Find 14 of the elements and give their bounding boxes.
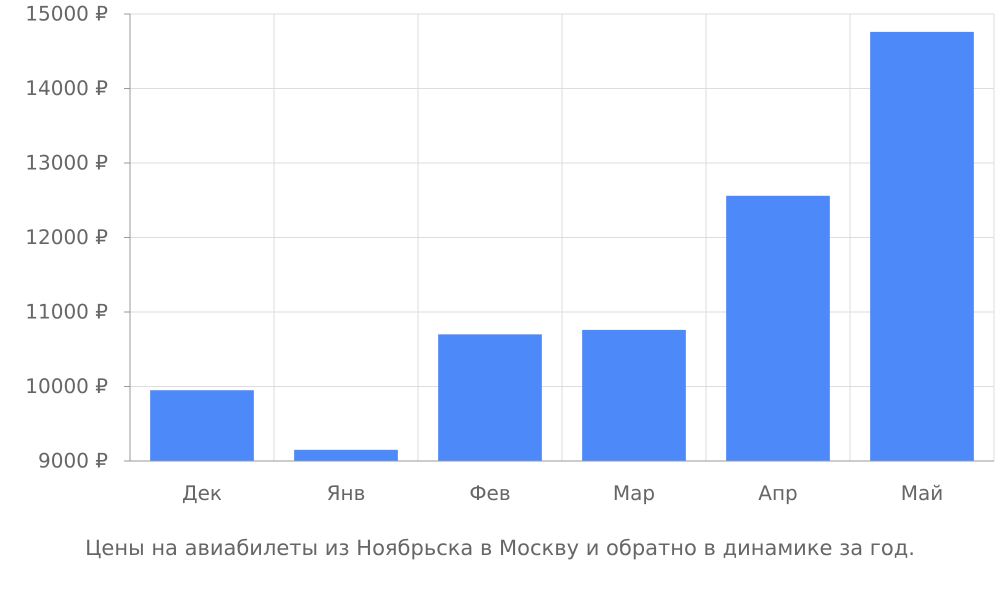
y-tick-label: 13000 ₽: [25, 150, 108, 174]
y-tick-label: 12000 ₽: [25, 224, 108, 249]
x-tick-label: Фев: [469, 481, 511, 506]
y-tick-label: 14000 ₽: [25, 76, 108, 100]
x-tick-label: Мар: [612, 481, 656, 506]
y-tick-label: 10000 ₽: [25, 374, 108, 398]
x-tick-label: Апр: [758, 481, 798, 506]
text: Цены на авиабилеты из Ноябрьска в Москву и обратно в динамике за год.: [85, 536, 915, 560]
x-tick-label: Май: [900, 481, 944, 506]
x-tick-label: Янв: [326, 481, 366, 506]
x-tick-label: Дек: [182, 481, 222, 506]
y-tick-label: 11000 ₽: [25, 299, 108, 324]
y-tick-label: 15000 ₽: [25, 1, 108, 26]
y-tick-label: 9000 ₽: [38, 448, 108, 472]
